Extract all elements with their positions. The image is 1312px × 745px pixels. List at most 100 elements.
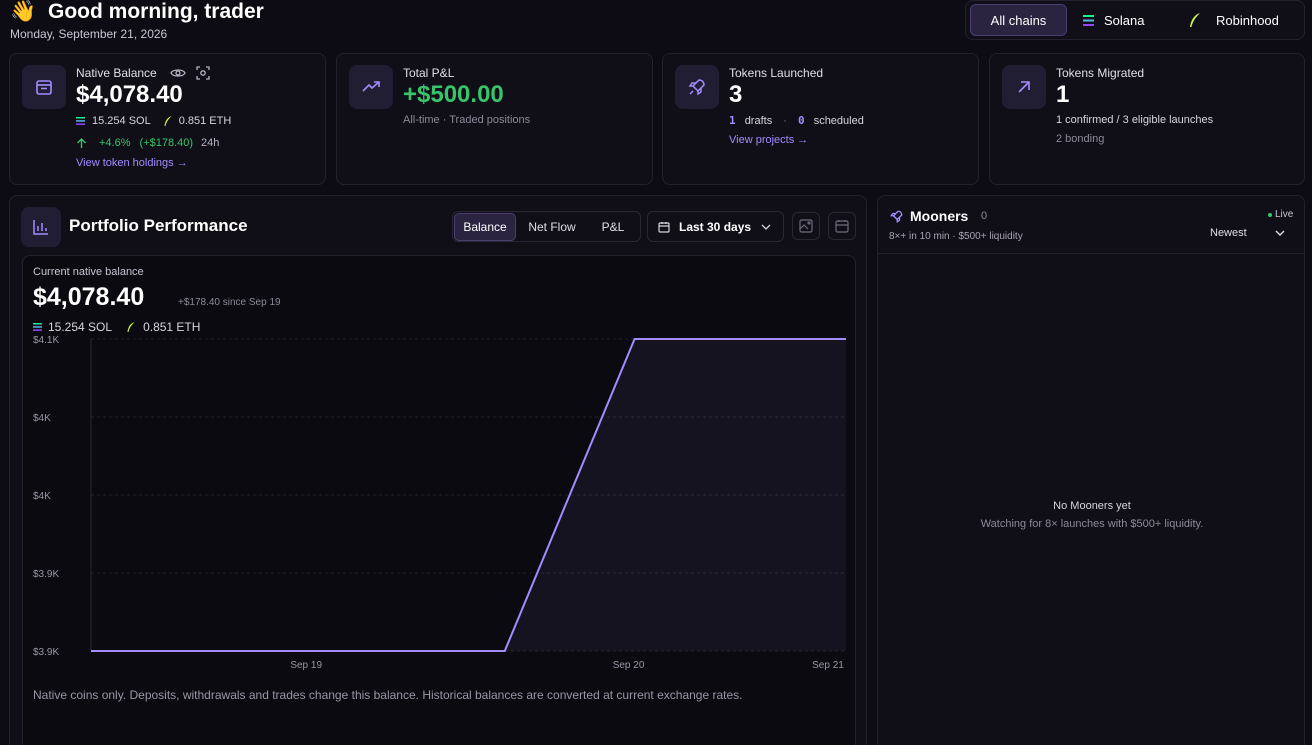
rocket-icon [675, 65, 719, 109]
chart-sol-amount: 15.254 SOL [48, 320, 113, 334]
solana-icon [1083, 14, 1094, 26]
total-pnl-label: Total P&L [403, 66, 455, 80]
current-balance-label: Current native balance [33, 266, 144, 278]
tab-net-flow-label: Net Flow [528, 220, 576, 234]
change-period: 24h [201, 137, 220, 149]
mooners-panel: Mooners 0 8×+ in 10 min · $500+ liquidit… [877, 195, 1305, 745]
arrow-up-icon [77, 137, 86, 148]
scheduled-label: scheduled [813, 115, 864, 127]
bar-chart-icon [21, 207, 61, 247]
y-tick-label: $4.1K [33, 336, 59, 346]
chevron-down-icon [761, 224, 771, 230]
view-projects-link[interactable]: View projects → [729, 134, 809, 146]
live-label: Live [1275, 209, 1294, 220]
scheduled-count: 0 [798, 114, 805, 127]
greeting: 👋 Good morning, trader [10, 0, 264, 24]
mooners-empty-sub: Watching for 8× launches with $500+ liqu… [980, 518, 1204, 530]
chain-robinhood-button[interactable]: Robinhood [1188, 4, 1298, 36]
tokens-migrated-label: Tokens Migrated [1056, 66, 1145, 80]
view-token-holdings-link[interactable]: View token holdings → [76, 157, 188, 169]
mooners-title: Mooners [910, 208, 969, 224]
portfolio-performance-panel: Portfolio Performance Balance Net Flow P… [9, 195, 867, 745]
y-tick-label: $3.9K [33, 569, 59, 580]
scan-icon[interactable] [196, 66, 210, 80]
arrow-up-right-icon [1002, 65, 1046, 109]
total-pnl-card: Total P&L +$500.00 All-time · Traded pos… [336, 53, 653, 185]
date-range-label: Last 30 days [679, 219, 752, 234]
total-pnl-sub: All-time · Traded positions [403, 114, 531, 126]
y-tick-label: $3.9K [33, 647, 59, 658]
eye-icon[interactable] [170, 67, 186, 79]
native-balance-label: Native Balance [76, 66, 157, 80]
date-range-select[interactable]: Last 30 days [647, 211, 784, 242]
drafts-label: drafts [744, 115, 773, 127]
calendar-icon [658, 221, 670, 233]
tokens-launched-card: Tokens Launched 3 1 drafts · 0 scheduled… [662, 53, 979, 185]
mooners-sort-select[interactable]: Newest [1210, 227, 1294, 239]
trending-up-icon [349, 65, 393, 109]
y-tick-label: $4K [33, 491, 51, 502]
solana-icon [76, 117, 85, 125]
native-balance-holdings: 15.254 SOL 0.851 ETH [76, 115, 231, 127]
robinhood-feather-icon [164, 116, 172, 126]
metric-tabs: Balance Net Flow P&L [452, 211, 641, 242]
chain-solana-label: Solana [1104, 12, 1145, 28]
wallet-icon [22, 65, 66, 109]
mooners-empty-title: No Mooners yet [1053, 500, 1131, 512]
live-indicator: Live [1268, 209, 1293, 220]
robinhood-feather-icon [1190, 13, 1200, 27]
x-tick-label: Sep 19 [290, 660, 322, 671]
mooners-count: 0 [981, 210, 988, 222]
export-image-button[interactable] [792, 212, 820, 240]
change-percent: +4.6% [99, 137, 131, 149]
tab-net-flow[interactable]: Net Flow [519, 213, 585, 241]
tab-pnl-label: P&L [601, 220, 625, 234]
balance-chart-card: Current native balance $4,078.40 +$178.4… [22, 255, 856, 745]
tokens-launched-value: 3 [729, 81, 743, 108]
balance-line [91, 338, 846, 652]
x-tick-label: Sep 21 [812, 660, 844, 671]
chart-holdings: 15.254 SOL 0.851 ETH [33, 320, 200, 334]
eth-amount: 0.851 ETH [178, 115, 232, 127]
mooners-subtitle: 8×+ in 10 min · $500+ liquidity [889, 231, 1023, 242]
mooners-divider [878, 253, 1304, 254]
wave-emoji: 👋 [10, 0, 37, 23]
date-label: Monday, September 21, 2026 [10, 27, 168, 41]
native-balance-card: Native Balance $4,078.40 15.254 SOL 0.85… [9, 53, 326, 185]
tokens-launched-breakdown: 1 drafts · 0 scheduled [729, 114, 864, 127]
sort-label: Newest [1210, 227, 1247, 239]
balance-line-chart: $4.1K $4K $4K $3.9K $3.9K Sep 19 Sep 20 Sep 21 [33, 336, 846, 671]
chain-solana-button[interactable]: Solana [1082, 4, 1162, 36]
x-tick-label: Sep 20 [613, 660, 645, 671]
native-balance-value: $4,078.40 [76, 81, 183, 108]
breakdown-dot: · [783, 115, 787, 127]
sol-amount: 15.254 SOL [92, 115, 151, 127]
calendar-icon [835, 220, 849, 233]
tokens-migrated-value: 1 [1056, 81, 1070, 108]
chain-filter: All chains Solana Robinhood [965, 0, 1305, 40]
solana-icon [33, 323, 42, 331]
tokens-launched-label: Tokens Launched [729, 66, 824, 80]
performance-title: Portfolio Performance [69, 216, 248, 235]
chain-all-button[interactable]: All chains [970, 4, 1067, 36]
native-balance-change: +4.6% (+$178.40) 24h [76, 137, 219, 149]
tab-balance-label: Balance [463, 220, 507, 234]
image-export-icon [799, 219, 813, 233]
y-tick-label: $4K [33, 413, 51, 424]
drafts-count: 1 [729, 114, 736, 127]
tab-balance[interactable]: Balance [454, 213, 516, 241]
chart-footnote: Native coins only. Deposits, withdrawals… [33, 688, 743, 702]
chart-eth-amount: 0.851 ETH [143, 320, 201, 334]
chevron-down-icon [1275, 230, 1285, 236]
change-amount: (+$178.40) [139, 137, 194, 149]
robinhood-feather-icon [127, 322, 135, 332]
current-balance-value: $4,078.40 [33, 283, 145, 311]
tokens-migrated-sub2: 2 bonding [1056, 133, 1105, 145]
chain-robinhood-label: Robinhood [1216, 12, 1279, 28]
rocket-icon [889, 210, 903, 224]
chain-all-label: All chains [990, 12, 1047, 28]
calendar-button[interactable] [828, 212, 856, 240]
balance-area [91, 339, 846, 651]
tab-pnl[interactable]: P&L [588, 213, 638, 241]
total-pnl-value: +$500.00 [403, 81, 504, 108]
